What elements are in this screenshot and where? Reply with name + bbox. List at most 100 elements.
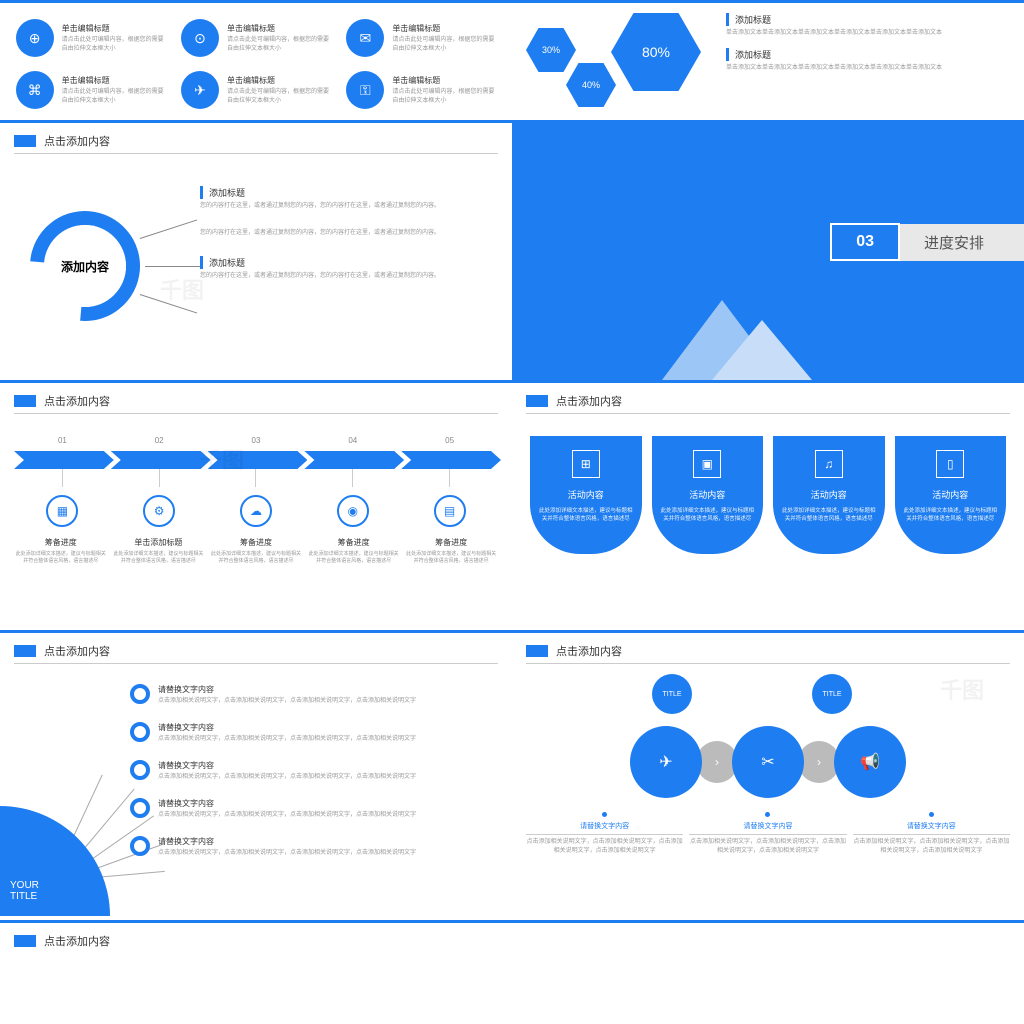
tl-title: 筹备进度	[209, 537, 303, 548]
tl-desc: 此处添加详细文本描述，建议与标题相关并符合整体语言风格，语言描述尽	[14, 551, 108, 565]
tl-num: 03	[252, 436, 261, 445]
pc-desc: 点击添加相关说明文字，点击添加相关说明文字，点击添加相关说明文字，点击添加相关说…	[526, 838, 683, 856]
cloud-icon: ☁	[240, 495, 272, 527]
ring-icon	[130, 760, 150, 780]
banner-item: ⊞ 活动内容此处添加详细文本描述，建议与标题相关并符合整体语言风格，语言描述尽	[530, 436, 642, 554]
rad-desc: 点击添加相关说明文字，点击添加相关说明文字，点击添加相关说明文字，点击添加相关说…	[158, 697, 498, 706]
item-title: 单击编辑标题	[62, 23, 166, 34]
ring-icon	[130, 722, 150, 742]
slide-icons: ⊕ 单击编辑标题请点击此处可编辑内容，根据您的需要自由拉伸文本框大小 ⊙ 单击编…	[0, 0, 512, 120]
bn-desc: 此处添加详细文本描述，建议与标题相关并符合整体语言风格，语言描述尽	[660, 507, 756, 524]
item-desc: 请点击此处可编辑内容，根据您的需要自由拉伸文本框大小	[392, 36, 496, 54]
item-desc: 请点击此处可编辑内容，根据您的需要自由拉伸文本框大小	[392, 88, 496, 106]
plus-icon: ⊕	[16, 19, 54, 57]
slide-circle-diagram: 点击添加内容 添加内容 添加标题您的内容打在这里，或者通过复制您的内容，您的内容…	[0, 120, 512, 380]
slide-header: 点击添加内容	[44, 133, 110, 149]
slide-process-circles: 点击添加内容 TITLE TITLE ✈ › ✂ › 📢 请替换文字内容点击添加…	[512, 630, 1024, 920]
pc-desc: 点击添加相关说明文字，点击添加相关说明文字，点击添加相关说明文字，点击添加相关说…	[853, 838, 1010, 856]
slide-header: 点击添加内容	[44, 933, 110, 949]
icon-item: ⌘ 单击编辑标题请点击此处可编辑内容，根据您的需要自由拉伸文本框大小	[16, 71, 166, 109]
item-desc: 请点击此处可编辑内容，根据您的需要自由拉伸文本框大小	[227, 36, 331, 54]
tl-title: 单击添加标题	[112, 537, 206, 548]
icon-item: ⚿ 单击编辑标题请点击此处可编辑内容，根据您的需要自由拉伸文本框大小	[346, 71, 496, 109]
megaphone-icon: 📢	[834, 726, 906, 798]
rocket-icon: ✈	[630, 726, 702, 798]
item-title: 单击编辑标题	[227, 75, 331, 86]
doc-icon: ▯	[936, 450, 964, 478]
bn-title: 活动内容	[538, 488, 634, 501]
hex-item-body: 单击添加文本单击添加文本单击添加文本单击添加文本单击添加文本单击添加文本	[726, 64, 1010, 73]
tools-icon: ✂	[732, 726, 804, 798]
item-title: 单击编辑标题	[227, 23, 331, 34]
rad-title: 请替换文字内容	[158, 836, 498, 847]
triangle-shape-2	[712, 320, 812, 380]
circ-item-title: 添加标题	[200, 186, 492, 199]
grid-icon: ⊞	[572, 450, 600, 478]
icon-item: ✉ 单击编辑标题请点击此处可编辑内容，根据您的需要自由拉伸文本框大小	[346, 19, 496, 57]
slide-radial: 点击添加内容 YOUR TITLE 请替换文字内容点击添加相关说明文字，点击添加…	[0, 630, 512, 920]
ring-icon	[130, 836, 150, 856]
bn-desc: 此处添加详细文本描述，建议与标题相关并符合整体语言风格，语言描述尽	[781, 507, 877, 524]
rad-title: 请替换文字内容	[158, 760, 498, 771]
title-badge: TITLE	[652, 674, 692, 714]
grid-icon: ▦	[46, 495, 78, 527]
banner-item: ▯活动内容此处添加详细文本描述，建议与标题相关并符合整体语言风格，语言描述尽	[895, 436, 1007, 554]
icon-item: ✈ 单击编辑标题请点击此处可编辑内容，根据您的需要自由拉伸文本框大小	[181, 71, 331, 109]
rad-title: 请替换文字内容	[158, 684, 498, 695]
banner-item: ▣ 活动内容此处添加详细文本描述，建议与标题相关并符合整体语言风格，语言描述尽	[652, 436, 764, 554]
slide-timeline: 点击添加内容 01 02 03 04 05 ▦ ⚙ ☁ ◉ ▤ 筹备进度此处添加…	[0, 380, 512, 630]
tl-num: 04	[348, 436, 357, 445]
command-icon: ⌘	[16, 71, 54, 109]
hex-item-body: 单击添加文本单击添加文本单击添加文本单击添加文本单击添加文本单击添加文本	[726, 29, 1010, 38]
corner-title: YOUR TITLE	[0, 806, 110, 916]
circ-item-title: 添加标题	[200, 256, 492, 269]
item-desc: 请点击此处可编辑内容，根据您的需要自由拉伸文本框大小	[62, 88, 166, 106]
slide-header: 点击添加内容	[44, 643, 110, 659]
rad-title: 请替换文字内容	[158, 798, 498, 809]
square-icon: ▣	[693, 450, 721, 478]
hex-30: 30%	[526, 28, 576, 72]
rad-desc: 点击添加相关说明文字，点击添加相关说明文字，点击添加相关说明文字，点击添加相关说…	[158, 811, 498, 820]
icon-item: ⊙ 单击编辑标题请点击此处可编辑内容，根据您的需要自由拉伸文本框大小	[181, 19, 331, 57]
title-badge: TITLE	[812, 674, 852, 714]
rad-desc: 点击添加相关说明文字，点击添加相关说明文字，点击添加相关说明文字，点击添加相关说…	[158, 773, 498, 782]
tl-title: 筹备进度	[307, 537, 401, 548]
slide-section-divider: 03 进度安排	[512, 120, 1024, 380]
hex-40: 40%	[566, 63, 616, 107]
section-number: 03	[830, 223, 900, 261]
icon-item: ⊕ 单击编辑标题请点击此处可编辑内容，根据您的需要自由拉伸文本框大小	[16, 19, 166, 57]
tl-title: 筹备进度	[14, 537, 108, 548]
slide-partial	[512, 920, 1024, 950]
hex-80: 80%	[611, 13, 701, 91]
slide-header: 点击添加内容	[556, 643, 622, 659]
tl-desc: 此处添加详细文本描述，建议与标题相关并符合整体语言风格，语言描述尽	[307, 551, 401, 565]
pc-desc: 点击添加相关说明文字，点击添加相关说明文字，点击添加相关说明文字，点击添加相关说…	[689, 838, 846, 856]
slide-banners: 点击添加内容 ⊞ 活动内容此处添加详细文本描述，建议与标题相关并符合整体语言风格，…	[512, 380, 1024, 630]
hexagon-chart: 30% 40% 80%	[526, 13, 706, 113]
hex-item-title: 添加标题	[726, 13, 1010, 26]
rad-desc: 点击添加相关说明文字，点击添加相关说明文字，点击添加相关说明文字，点击添加相关说…	[158, 849, 498, 858]
bn-desc: 此处添加详细文本描述，建议与标题相关并符合整体语言风格，语言描述尽	[538, 507, 634, 524]
pc-label: 请替换文字内容	[526, 821, 683, 835]
item-desc: 请点击此处可编辑内容，根据您的需要自由拉伸文本框大小	[227, 88, 331, 106]
slide-header: 点击添加内容	[556, 393, 622, 409]
clock-icon: ◉	[337, 495, 369, 527]
pc-label: 请替换文字内容	[853, 821, 1010, 835]
target-icon: ⊙	[181, 19, 219, 57]
ring-icon	[130, 798, 150, 818]
ring-icon	[130, 684, 150, 704]
tl-num: 05	[445, 436, 454, 445]
gear-icon: ⚙	[143, 495, 175, 527]
pc-label: 请替换文字内容	[689, 821, 846, 835]
timeline-bar	[14, 451, 498, 469]
slide-header: 点击添加内容	[44, 393, 110, 409]
circ-item-desc: 您的内容打在这里，或者通过复制您的内容，您的内容打在这里，或者通过复制您的内容。	[200, 229, 492, 238]
circ-item-desc: 您的内容打在这里，或者通过复制您的内容，您的内容打在这里，或者通过复制您的内容。	[200, 272, 492, 281]
bn-title: 活动内容	[660, 488, 756, 501]
tl-title: 筹备进度	[404, 537, 498, 548]
tl-num: 01	[58, 436, 67, 445]
bn-title: 活动内容	[781, 488, 877, 501]
tl-num: 02	[155, 436, 164, 445]
item-title: 单击编辑标题	[392, 23, 496, 34]
rad-title: 请替换文字内容	[158, 722, 498, 733]
